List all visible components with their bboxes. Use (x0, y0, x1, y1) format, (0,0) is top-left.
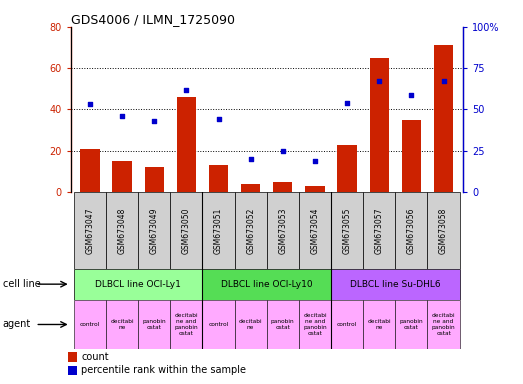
Bar (170, 300, 202, 349)
Bar (235, 192, 267, 269)
Bar (144, 167, 164, 192)
Text: GSM673048: GSM673048 (118, 207, 127, 253)
Bar (235, 300, 267, 349)
Text: GDS4006 / ILMN_1725090: GDS4006 / ILMN_1725090 (71, 13, 235, 26)
Bar (106, 300, 138, 349)
Text: panobin
ostat: panobin ostat (400, 319, 423, 330)
Text: control: control (337, 322, 357, 327)
Bar (402, 120, 421, 192)
Text: agent: agent (3, 319, 31, 329)
Text: decitabi
ne and
panobin
ostat: decitabi ne and panobin ostat (175, 313, 198, 336)
Text: GSM673052: GSM673052 (246, 207, 255, 253)
Text: control: control (208, 322, 229, 327)
Text: GSM673049: GSM673049 (150, 207, 158, 254)
Text: GSM673054: GSM673054 (311, 207, 320, 254)
Bar (337, 144, 357, 192)
Bar (241, 184, 260, 192)
Bar (138, 192, 170, 269)
Text: GSM673050: GSM673050 (182, 207, 191, 254)
Point (150, 118, 158, 124)
Bar (170, 192, 202, 269)
Text: DLBCL line Su-DHL6: DLBCL line Su-DHL6 (350, 280, 441, 289)
Point (118, 113, 126, 119)
Bar (395, 192, 427, 269)
Text: panobin
ostat: panobin ostat (142, 319, 166, 330)
Text: GSM673053: GSM673053 (278, 207, 287, 254)
Bar (363, 300, 395, 349)
Text: GSM673055: GSM673055 (343, 207, 351, 254)
Bar (80, 149, 99, 192)
Text: decitabi
ne: decitabi ne (368, 319, 391, 330)
Point (214, 116, 223, 122)
Point (182, 86, 190, 93)
Point (407, 91, 416, 98)
Bar (138, 300, 170, 349)
Bar (299, 192, 331, 269)
Bar (331, 300, 363, 349)
Text: cell line: cell line (3, 279, 40, 289)
Bar (434, 45, 453, 192)
Text: decitabi
ne: decitabi ne (239, 319, 263, 330)
Point (279, 147, 287, 154)
Bar (267, 192, 299, 269)
Text: panobin
ostat: panobin ostat (271, 319, 294, 330)
Bar (74, 269, 202, 300)
Bar (202, 300, 235, 349)
Text: GSM673051: GSM673051 (214, 207, 223, 253)
Text: control: control (80, 322, 100, 327)
Bar (202, 269, 331, 300)
Point (375, 78, 383, 84)
Bar (370, 58, 389, 192)
Bar (209, 165, 228, 192)
Bar (273, 182, 292, 192)
Text: GSM673047: GSM673047 (85, 207, 94, 254)
Bar (267, 300, 299, 349)
Bar (363, 192, 395, 269)
Point (86, 101, 94, 108)
Bar (305, 186, 325, 192)
Bar (106, 192, 138, 269)
Text: decitabi
ne and
panobin
ostat: decitabi ne and panobin ostat (432, 313, 456, 336)
Text: count: count (81, 352, 109, 362)
Bar (74, 300, 106, 349)
Point (311, 157, 319, 164)
Text: percentile rank within the sample: percentile rank within the sample (81, 366, 246, 376)
Bar (299, 300, 331, 349)
Text: DLBCL line OCI-Ly10: DLBCL line OCI-Ly10 (221, 280, 313, 289)
Bar (74, 192, 106, 269)
Text: GSM673056: GSM673056 (407, 207, 416, 254)
Text: decitabi
ne: decitabi ne (110, 319, 134, 330)
Text: GSM673058: GSM673058 (439, 207, 448, 253)
Bar (68, 352, 77, 362)
Text: GSM673057: GSM673057 (375, 207, 384, 254)
Point (439, 78, 448, 84)
Bar (112, 161, 132, 192)
Bar (331, 192, 363, 269)
Bar (427, 192, 460, 269)
Bar (68, 366, 77, 375)
Text: decitabi
ne and
panobin
ostat: decitabi ne and panobin ostat (303, 313, 327, 336)
Point (246, 156, 255, 162)
Point (343, 100, 351, 106)
Bar (395, 300, 427, 349)
Bar (202, 192, 235, 269)
Bar (331, 269, 460, 300)
Bar (427, 300, 460, 349)
Bar (177, 97, 196, 192)
Text: DLBCL line OCI-Ly1: DLBCL line OCI-Ly1 (95, 280, 181, 289)
